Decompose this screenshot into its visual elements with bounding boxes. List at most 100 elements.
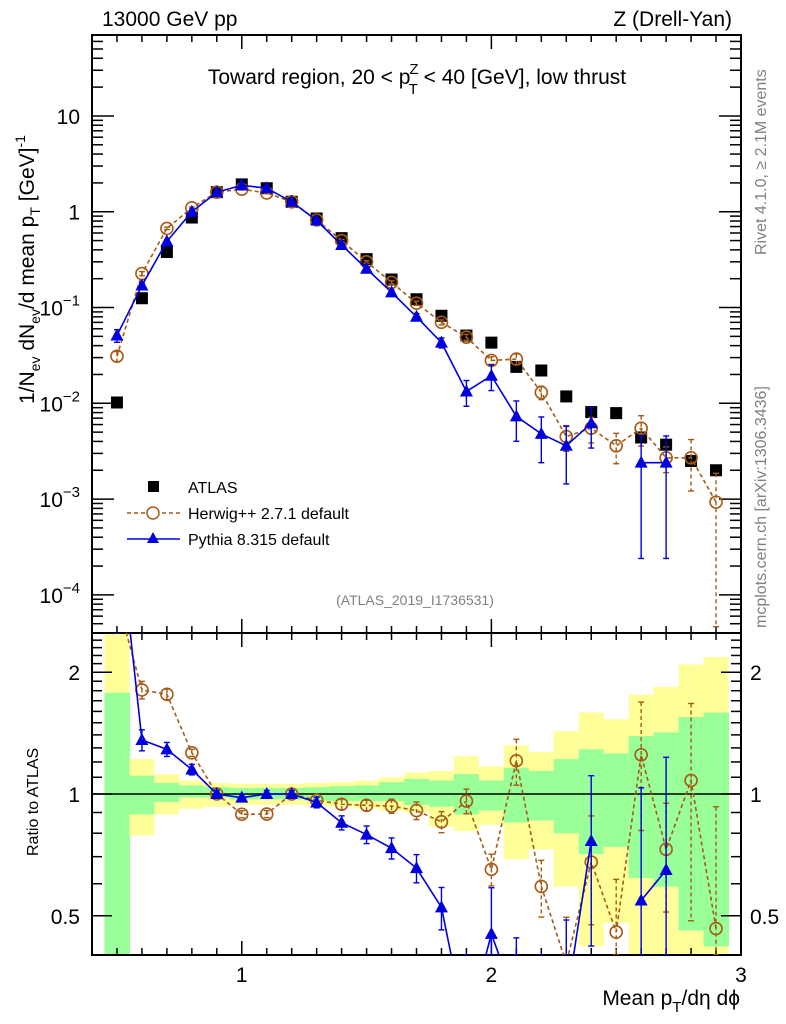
pythia-line xyxy=(116,184,592,447)
y-tick-base: 10 xyxy=(40,393,63,416)
title-post: < 40 [GeV], low thrust xyxy=(418,66,627,89)
y-tick-label: 10−4 xyxy=(40,580,80,608)
y-tick-exponent: −2 xyxy=(63,388,80,405)
pythia-point xyxy=(584,416,598,429)
ylabel-a: 1/N xyxy=(16,371,39,404)
ratio-herwig-point xyxy=(534,879,549,894)
pythia-point xyxy=(285,194,299,207)
title-sub: T xyxy=(409,81,418,98)
band-stat-bin xyxy=(528,770,555,821)
ratio-pythia-point xyxy=(360,827,374,840)
legend-herwig-marker xyxy=(146,506,160,520)
pythia-point xyxy=(185,204,199,217)
y-tick-label: 10 xyxy=(57,106,80,129)
pythia-point xyxy=(659,455,673,468)
x-axis-label: Mean pT/dη dϕ xyxy=(602,987,740,1016)
y-tick-label: 10−2 xyxy=(40,388,80,416)
herwig-point xyxy=(160,221,174,236)
pythia-point xyxy=(410,309,423,322)
ratio-herwig-point xyxy=(334,797,349,812)
herwig-point xyxy=(534,385,549,400)
y-tick-base: 10 xyxy=(40,489,63,512)
ratio-pythia-point xyxy=(135,732,149,745)
ratio-herwig-point xyxy=(609,925,623,939)
ratio-series-layer xyxy=(113,633,723,955)
band-stat-bin xyxy=(104,692,130,955)
ratio-herwig-point xyxy=(359,798,374,813)
ratio-y-tick-label-right: 0.5 xyxy=(750,906,779,929)
main-title: Toward region, 20 < pZ T < 40 [GeV], low … xyxy=(208,61,626,98)
herwig-point xyxy=(409,296,424,310)
ylabel-b-sub: ev xyxy=(27,309,43,324)
y-tick-exponent: −1 xyxy=(63,293,80,310)
ratio-pythia-point xyxy=(335,815,349,828)
atlas-point xyxy=(535,364,548,377)
main-y-axis-label: 1/Nev dNev/d mean pT [GeV]-1 xyxy=(12,135,43,404)
header-right: Z (Drell-Yan) xyxy=(613,8,732,31)
ratio-herwig-point xyxy=(434,815,449,829)
herwig-point xyxy=(509,352,524,366)
ratio-pythia-point xyxy=(235,790,249,803)
band-stat-bin xyxy=(603,753,630,847)
xlabel-b: /dη dϕ xyxy=(682,987,740,1010)
analysis-id: (ATLAS_2019_I1736531) xyxy=(336,592,494,608)
pythia-point xyxy=(160,234,174,247)
ratio-pythia-point xyxy=(659,863,673,876)
ratio-pythia-point xyxy=(410,861,423,874)
rivet-label: Rivet 4.1.0, ≥ 2.1M events xyxy=(753,69,770,255)
title-sup: Z xyxy=(409,61,418,78)
ratio-herwig-point xyxy=(634,747,648,762)
band-stat-bin xyxy=(553,759,580,834)
ratio-pythia-point xyxy=(185,762,199,775)
herwig-point xyxy=(434,315,449,330)
band-stat-bin xyxy=(478,780,505,811)
pythia-point xyxy=(559,438,573,451)
ratio-y-tick-label-right: 2 xyxy=(750,662,762,685)
ylabel-d: [GeV] xyxy=(16,148,39,208)
ratio-herwig-point xyxy=(484,862,499,877)
ratio-y-tick-label-left: 0.5 xyxy=(51,906,80,929)
main-series-layer xyxy=(110,178,723,628)
ratio-pythia-point xyxy=(584,833,598,846)
pythia-point xyxy=(235,178,249,191)
pythia-point xyxy=(534,426,548,439)
y-tick-exponent: −4 xyxy=(63,580,80,597)
band-stat-bin xyxy=(179,785,205,798)
band-stat-bin xyxy=(404,778,430,805)
ylabel-c: /d mean p xyxy=(16,216,39,309)
pythia-point xyxy=(335,237,349,250)
x-tick-label: 3 xyxy=(735,964,747,987)
atlas-point xyxy=(410,293,423,306)
xlabel-a-sub: T xyxy=(672,999,681,1016)
pythia-point xyxy=(385,285,399,298)
legend: ATLAS Herwig++ 2.7.1 default Pythia 8.31… xyxy=(127,480,350,549)
ratio-herwig-point xyxy=(509,753,524,768)
ratio-herwig-point xyxy=(234,807,249,822)
xlabel-a: Mean p xyxy=(602,987,672,1010)
legend-pythia-label: Pythia 8.315 default xyxy=(188,532,330,549)
legend-atlas-label: ATLAS xyxy=(188,480,238,497)
atlas-point xyxy=(610,407,623,420)
ratio-herwig-point xyxy=(185,745,199,760)
ylabel-d-sup: -1 xyxy=(12,135,28,148)
legend-pythia-marker xyxy=(147,532,159,543)
herwig-point xyxy=(110,349,124,364)
ratio-pythia-point xyxy=(160,742,174,755)
ratio-pythia-point xyxy=(285,787,299,799)
herwig-point xyxy=(684,450,698,465)
ratio-pythia-line xyxy=(640,869,667,902)
atlas-point xyxy=(160,245,173,258)
ratio-herwig-point xyxy=(409,803,424,818)
pythia-point xyxy=(135,278,149,291)
herwig-line xyxy=(116,188,717,503)
ratio-herwig-point xyxy=(160,687,174,702)
x-tick-label: 2 xyxy=(486,964,498,987)
ratio-y-tick-label-right: 1 xyxy=(750,784,762,807)
pythia-point xyxy=(459,384,473,397)
pythia-point xyxy=(260,181,274,194)
y-tick-exponent: −3 xyxy=(63,484,80,501)
pythia-point xyxy=(360,261,374,274)
ylabel-c-sub: T xyxy=(27,207,43,216)
